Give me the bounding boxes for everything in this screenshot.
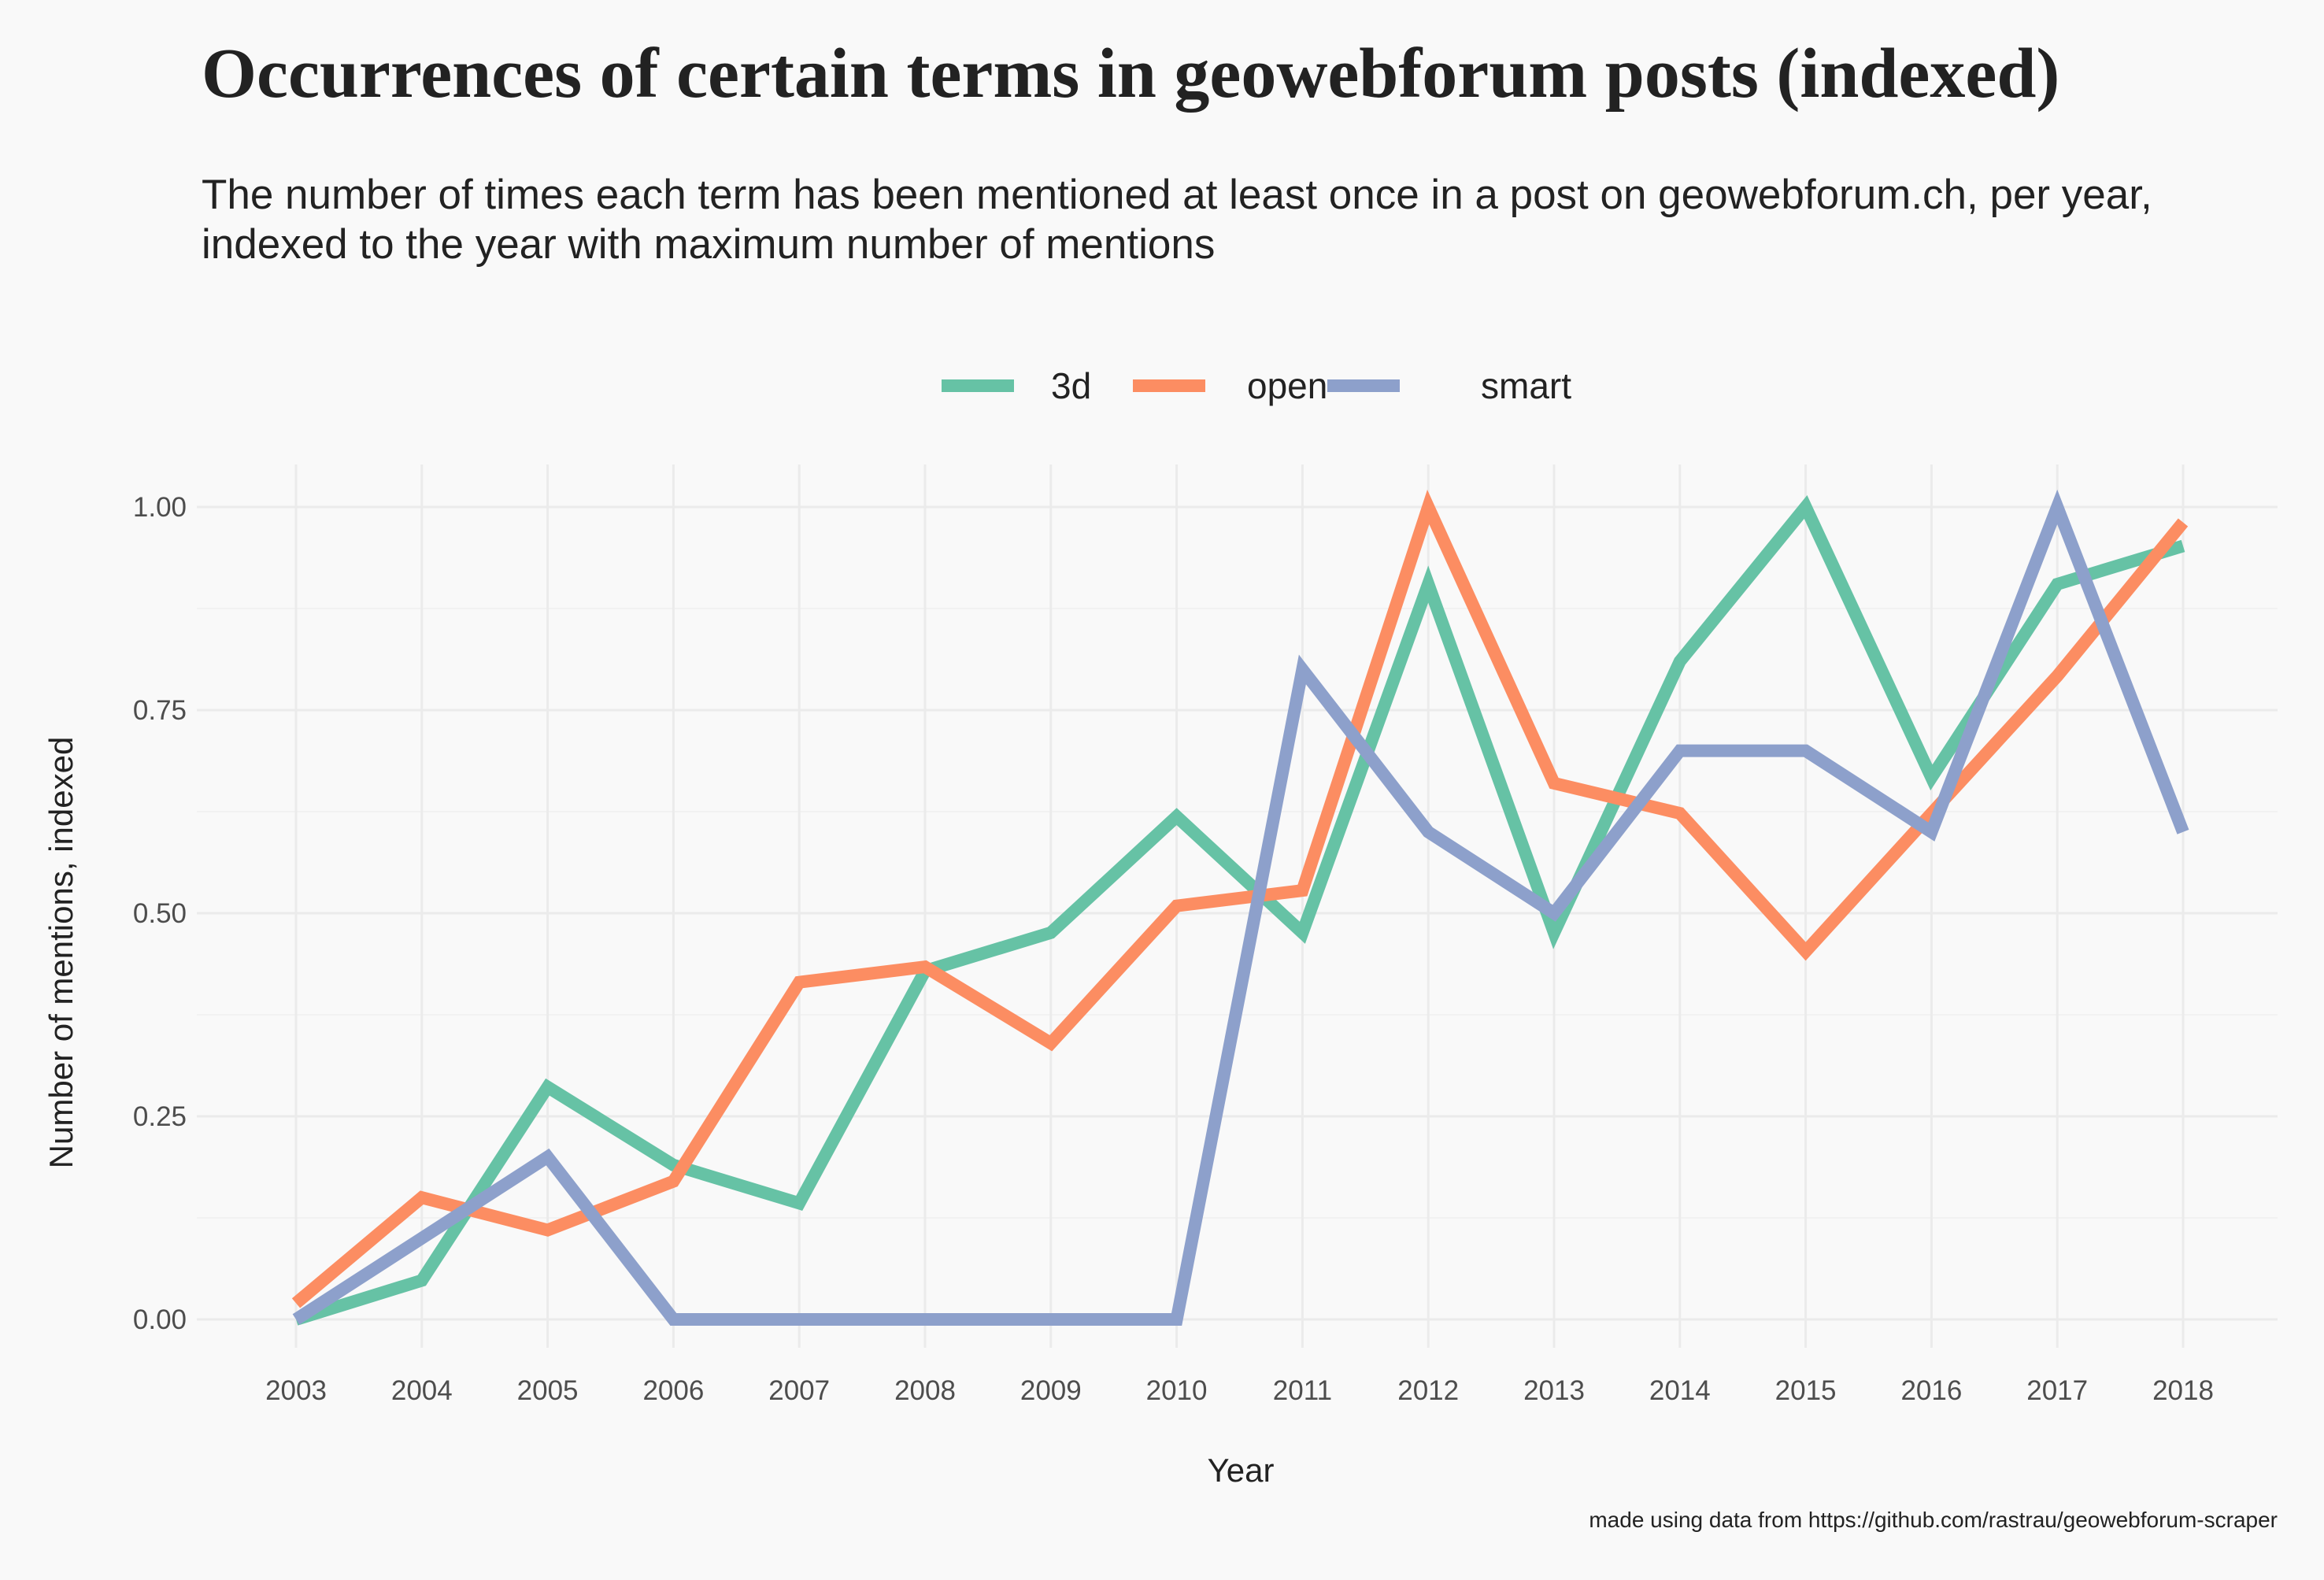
x-tick-label: 2003 [265,1375,327,1406]
x-tick-label: 2006 [642,1375,704,1406]
y-tick-label: 1.00 [133,492,187,523]
x-tick-label: 2017 [2026,1375,2088,1406]
series-line-3d [294,495,2185,1326]
x-axis-title: Year [1208,1452,1275,1489]
chart-subtitle-line-1: The number of times each term has been m… [202,172,2152,218]
x-tick-label: 2016 [1900,1375,1962,1406]
x-tick-label: 2018 [2152,1375,2214,1406]
x-tick-label: 2004 [391,1375,453,1406]
series-lines [291,489,2189,1326]
x-tick-label: 2009 [1020,1375,1082,1406]
y-axis-ticks: 0.00 0.25 0.50 0.75 1.00 [133,492,187,1335]
legend-label-3d: 3d [1051,365,1091,406]
chart-caption: made using data from https://github.com/… [1589,1508,2278,1532]
x-tick-label: 2013 [1523,1375,1585,1406]
series-line-smart [292,489,2189,1326]
y-tick-label: 0.00 [133,1304,187,1335]
chart-subtitle-line-2: indexed to the year with maximum number … [202,221,1215,268]
y-tick-label: 0.50 [133,898,187,929]
x-axis-ticks: 2003 2004 2005 2006 2007 2008 2009 2010 2011 2012… [265,1375,2214,1406]
legend: 3d open smart [942,365,1571,406]
legend-label-open: open [1247,365,1327,406]
x-tick-label: 2005 [517,1375,579,1406]
y-tick-label: 0.25 [133,1101,187,1132]
x-tick-label: 2008 [894,1375,956,1406]
series-line-open [291,490,2189,1308]
x-tick-label: 2015 [1775,1375,1837,1406]
x-tick-label: 2011 [1273,1375,1332,1406]
y-tick-label: 0.75 [133,695,187,726]
x-tick-label: 2007 [768,1375,830,1406]
chart-title: Occurrences of certain terms in geowebfo… [202,35,2059,113]
x-tick-label: 2012 [1397,1375,1459,1406]
x-tick-label: 2014 [1649,1375,1711,1406]
y-axis-title: Number of mentions, indexed [43,737,80,1169]
legend-label-smart: smart [1481,365,1571,406]
x-tick-label: 2010 [1146,1375,1208,1406]
